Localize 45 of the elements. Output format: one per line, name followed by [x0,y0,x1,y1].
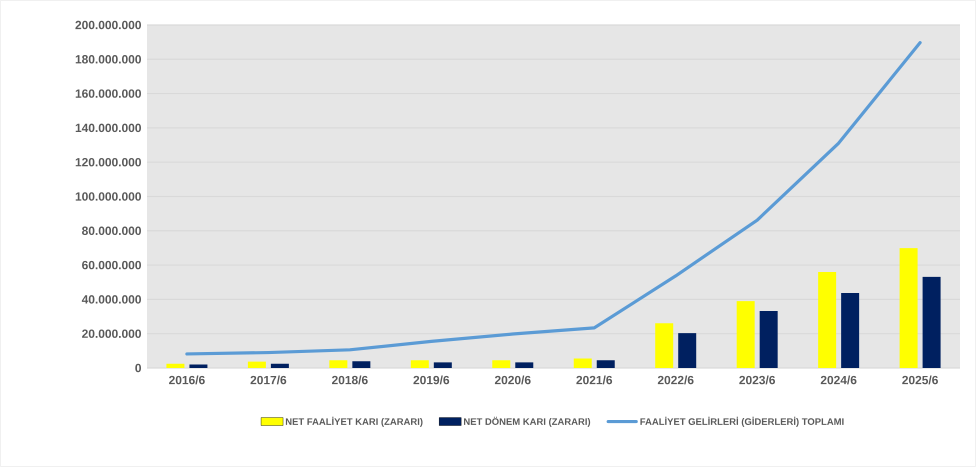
x-tick-label: 2016/6 [169,376,205,384]
y-tick-label: 160.000.000 [76,89,141,98]
y-tick-label: 100.000.000 [76,192,141,201]
bar [736,301,755,368]
bar [248,362,266,368]
bar [352,361,370,368]
bar [189,364,208,368]
bar [678,333,696,368]
bar [574,358,592,368]
x-tick-label: 2019/6 [413,376,450,384]
x-tick-label: 2025/6 [902,376,938,384]
x-tick-label: 2021/6 [576,376,612,384]
legend-label: NET DÖNEM KARI (ZARARI) [464,416,590,427]
bar [166,364,184,368]
x-tick-label: 2024/6 [820,376,856,384]
bar [818,272,836,368]
y-tick-label: 120.000.000 [76,158,141,166]
bar [410,360,429,368]
bar [841,293,860,368]
bar [900,248,918,368]
bar [760,311,778,368]
bar [922,276,941,368]
y-tick-label: 0 [135,364,141,372]
y-tick-label: 80.000.000 [82,226,141,236]
bar [434,362,452,368]
x-tick-label: 2022/6 [658,376,694,384]
bar [270,364,289,368]
x-tick-label: 2017/6 [250,376,286,384]
y-tick-label: 200.000.000 [75,20,141,30]
bar [596,360,615,368]
y-tick-label: 60.000.000 [82,260,141,270]
y-tick-label: 180.000.000 [76,55,141,64]
y-tick-label: 20.000.000 [82,329,141,338]
bar [329,360,348,368]
line-series [185,41,922,356]
bar [515,362,534,368]
x-tick-label: 2018/6 [332,376,368,384]
legend-label: NET FAALİYET KARI (ZARARI) [286,416,423,427]
x-tick-label: 2020/6 [494,376,531,384]
legend-label: FAALİYET GELİRLERİ (GİDERLERİ) TOPLAMI [640,416,844,427]
bar [492,360,510,368]
y-tick-label: 140.000.000 [76,124,141,132]
x-tick-label: 2023/6 [739,376,776,384]
y-tick-label: 40.000.000 [82,295,141,304]
bar [655,323,674,368]
